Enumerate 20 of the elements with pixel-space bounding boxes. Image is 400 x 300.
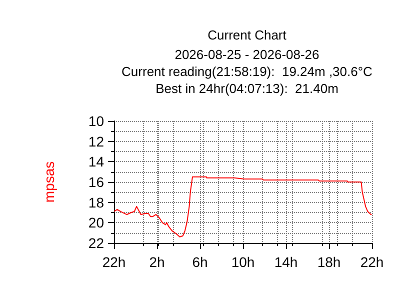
y-tick-label: 16: [88, 174, 104, 190]
x-tick-label: 22h: [360, 254, 384, 270]
y-tick-label: 22: [88, 235, 104, 251]
y-tick-label: 14: [88, 154, 104, 170]
x-tick-label: 22h: [102, 254, 126, 270]
y-tick-label: 10: [88, 113, 104, 129]
x-tick-label: 2h: [149, 254, 165, 270]
text: Current reading(21:58:19): 19.24m ,30.6°C: [122, 64, 372, 79]
chart-subtitle: 2026-08-25 - 2026-08-26: [174, 47, 320, 62]
y-tick-label: 12: [88, 133, 104, 150]
text: Best in 24hr(04:07:13): 21.40m: [156, 81, 338, 96]
x-tick-label: 6h: [192, 254, 208, 270]
y-tick-label: 20: [88, 214, 104, 231]
y-axis-title: mpsas: [41, 161, 57, 203]
chart-title: Current Chart: [208, 28, 287, 42]
line-series: [114, 176, 372, 238]
x-tick-label: 14h: [274, 254, 298, 270]
y-tick-label: 18: [88, 194, 104, 210]
x-tick-label: 10h: [231, 254, 255, 270]
x-tick-label: 18h: [317, 254, 341, 270]
